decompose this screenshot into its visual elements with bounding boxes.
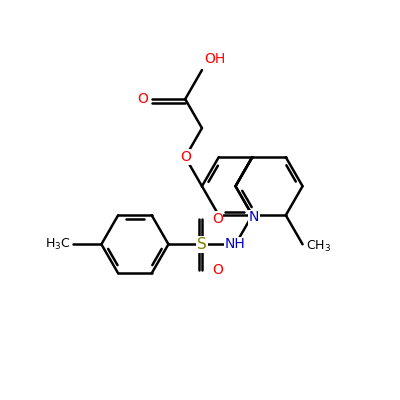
Text: S: S xyxy=(197,237,207,252)
Text: CH$_3$: CH$_3$ xyxy=(306,239,332,254)
Text: N: N xyxy=(249,210,260,224)
Text: O: O xyxy=(212,212,223,226)
Text: O: O xyxy=(137,92,148,106)
Text: NH: NH xyxy=(225,237,246,251)
Text: H$_3$C: H$_3$C xyxy=(45,237,71,252)
Text: O: O xyxy=(180,150,191,164)
Text: OH: OH xyxy=(204,52,225,66)
Text: O: O xyxy=(212,263,223,277)
